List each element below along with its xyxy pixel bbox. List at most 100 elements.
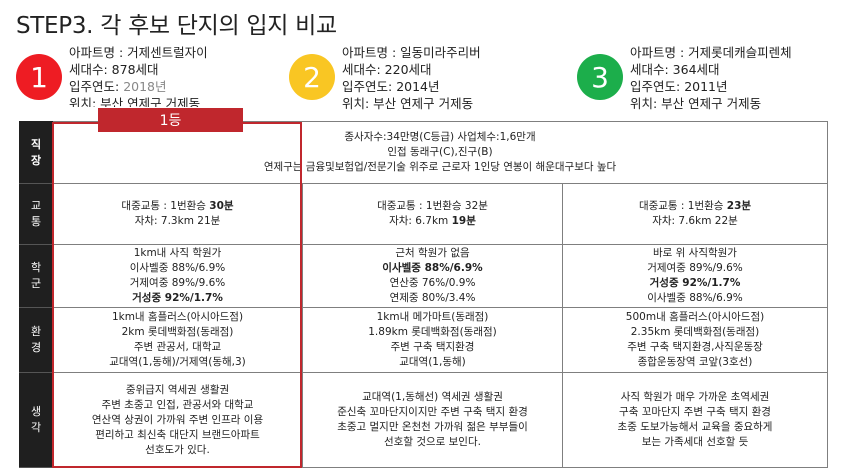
- transport-text: 자차: 7.6km 22분: [652, 215, 738, 227]
- move-in-year: 입주연도: 2018년: [69, 78, 208, 95]
- unit-count: 세대수: 364세대: [630, 62, 720, 77]
- move-in-year-label: 입주연도:: [342, 79, 393, 94]
- move-in-year-value: 2018년: [123, 79, 167, 94]
- transport-time-highlight: 19분: [451, 215, 476, 227]
- row-header-label: 환경: [30, 325, 42, 354]
- transport-car: 자차: 6.7km 19분: [307, 214, 558, 229]
- environment-line: 종합운동장역 코앞(3호선): [637, 356, 753, 368]
- environment-line: 2.35km 롯데백화점(동래점): [630, 326, 760, 338]
- apartment-name: 아파트명 : 거제롯데캐슬피렌체: [630, 45, 792, 60]
- school-line: 바로 위 사직학원가: [653, 247, 737, 259]
- thoughts-line: 사직 학원가 매우 가까운 초역세권: [620, 391, 770, 403]
- table-row-thoughts: 생각 중위급지 역세권 생활권 주변 초중고 인접, 관공서와 대학교 연산역 …: [19, 372, 829, 468]
- jobs-line-3: 연제구는 금융및보험업/전문기술 위주로 근로자 1인당 연봉이 해운대구보다 …: [263, 161, 617, 173]
- environment-cell-3: 500m내 홈플러스(아시아드점) 2.35km 롯데백화점(동래점) 주변 구…: [561, 307, 829, 373]
- transport-text: 자차: 6.7km: [389, 215, 452, 227]
- thoughts-line: 교대역(1,동해선) 역세권 생활권: [362, 391, 503, 403]
- environment-line: 교대역(1,동해): [399, 356, 466, 368]
- move-in-year-value: 2014년: [396, 79, 440, 94]
- thoughts-line: 초중 도보가능해서 교육을 중요하게: [617, 421, 773, 433]
- row-header-thoughts: 생각: [19, 372, 53, 468]
- apartment-name: 아파트명 : 일동미라주리버: [342, 45, 481, 60]
- transport-text: 자차: 7.3km 21분: [134, 215, 221, 227]
- school-line: 거성중 92%/1.7%: [649, 277, 741, 289]
- environment-line: 교대역(1,동해)/거제역(동해,3): [109, 356, 246, 368]
- environment-line: 1.89km 롯데백화점(동래점): [368, 326, 497, 338]
- move-in-year-label: 입주연도:: [630, 79, 681, 94]
- comparison-table: 직장 종사자수:34만명(C등급) 사업체수:1,6만개 인접 동래구(C),진…: [19, 121, 829, 468]
- location: 위치: 부산 연제구 거제동: [69, 96, 201, 107]
- environment-line: 2km 롯데백화점(동래점): [121, 326, 234, 338]
- environment-cell-1: 1km내 홈플러스(아시아드점) 2km 롯데백화점(동래점) 주변 관공서, …: [52, 307, 303, 373]
- transport-cell-1: 대중교통 : 1번환승 30분 자차: 7.3km 21분: [52, 183, 303, 245]
- thoughts-line: 편리하고 최신축 대단지 브랜드아파트: [95, 428, 260, 441]
- location: 위치: 부산 연제구 거제동: [342, 96, 474, 111]
- unit-count: 세대수: 220세대: [342, 62, 432, 77]
- school-cell-1: 1km내 사직 학원가 이사벨중 88%/6.9% 거제여중 89%/9.6% …: [52, 244, 303, 308]
- thoughts-cell-2: 교대역(1,동해선) 역세권 생활권 준신축 꼬마단지이지만 주변 구축 택지 …: [302, 372, 563, 468]
- school-line: 거성중 92%/1.7%: [132, 292, 223, 304]
- thoughts-line: 연산역 상권이 가까워 주변 인프라 이용: [91, 413, 264, 426]
- environment-line: 주변 구축 택지환경,사직운동장: [627, 341, 763, 353]
- row-header-label: 교통: [30, 199, 42, 228]
- transport-text: 대중교통 : 1번환승 32분: [377, 200, 488, 212]
- unit-count: 세대수: 878세대: [69, 62, 159, 77]
- thoughts-line: 준신축 꼬마단지이지만 주변 구축 택지 환경: [337, 406, 528, 418]
- thoughts-line: 구축 꼬마단지 주변 구축 택지 환경: [619, 406, 771, 418]
- move-in-year: 입주연도: 2011년: [630, 78, 792, 95]
- jobs-line-2: 인접 동래구(C),진구(B): [387, 146, 493, 158]
- transport-time-highlight: 23분: [726, 200, 752, 212]
- row-header-label: 직장: [30, 137, 42, 167]
- environment-cell-2: 1km내 메가마트(동래점) 1.89km 롯데백화점(동래점) 주변 구축 택…: [302, 307, 563, 373]
- school-line: 이사벨중 88%/6.9%: [129, 262, 226, 274]
- row-header-transport: 교통: [19, 183, 53, 245]
- move-in-year: 입주연도: 2014년: [342, 78, 481, 95]
- transport-public: 대중교통 : 1번환승 23분: [567, 199, 823, 214]
- row-header-environment: 환경: [19, 307, 53, 373]
- transport-text: 대중교통 : 1번환승: [121, 200, 210, 212]
- thoughts-line: 선호도가 있다.: [145, 443, 210, 456]
- school-cell-2: 근처 학원가 없음 이사벨중 88%/6.9% 연산중 76%/0.9% 연제중…: [302, 244, 563, 308]
- thoughts-line: 주변 초중고 인접, 관공서와 대학교: [101, 398, 254, 411]
- thoughts-line: 선호할 것으로 보인다.: [384, 436, 481, 448]
- apartment-name: 아파트명 : 거제센트럴자이: [69, 45, 208, 60]
- school-line: 거제여중 89%/9.6%: [647, 262, 743, 274]
- school-line: 근처 학원가 없음: [395, 247, 470, 259]
- candidate-info: 아파트명 : 거제센트럴자이 세대수: 878세대 입주연도: 2018년 위치…: [69, 44, 208, 107]
- move-in-year-value: 2011년: [684, 79, 728, 94]
- thoughts-line: 중위급지 역세권 생활권: [125, 383, 230, 396]
- transport-cell-2: 대중교통 : 1번환승 32분 자차: 6.7km 19분: [302, 183, 563, 245]
- candidate-info: 아파트명 : 일동미라주리버 세대수: 220세대 입주연도: 2014년 위치…: [342, 44, 481, 112]
- transport-car: 자차: 7.6km 22분: [567, 214, 823, 229]
- rank-number-badge: 1: [16, 54, 62, 100]
- school-line: 연산중 76%/0.9%: [389, 277, 476, 289]
- thoughts-cell-3: 사직 학원가 매우 가까운 초역세권 구축 꼬마단지 주변 구축 택지 환경 초…: [561, 372, 829, 468]
- school-line: 1km내 사직 학원가: [133, 247, 222, 259]
- transport-time-highlight: 30분: [209, 200, 234, 212]
- school-line: 연제중 80%/3.4%: [389, 292, 476, 304]
- environment-line: 주변 관공서, 대학교: [133, 341, 222, 353]
- rank-tag: 1등: [98, 108, 243, 132]
- transport-public: 대중교통 : 1번환승 32분: [307, 199, 558, 214]
- row-header-jobs: 직장: [19, 121, 53, 184]
- transport-text: 대중교통 : 1번환승: [638, 200, 727, 212]
- location: 위치: 부산 연제구 거제동: [630, 96, 762, 111]
- environment-line: 500m내 홈플러스(아시아드점): [625, 311, 765, 323]
- school-line: 이사벨중 88%/6.9%: [647, 292, 743, 304]
- row-header-label: 생각: [30, 405, 42, 434]
- jobs-line-1: 종사자수:34만명(C등급) 사업체수:1,6만개: [344, 131, 536, 143]
- thoughts-line: 초중고 멀지만 온천천 가까워 젊은 부부들이: [337, 421, 528, 433]
- transport-car: 자차: 7.3km 21분: [57, 214, 298, 229]
- environment-line: 1km내 홈플러스(아시아드점): [111, 311, 244, 323]
- table-row-environment: 환경 1km내 홈플러스(아시아드점) 2km 롯데백화점(동래점) 주변 관공…: [19, 307, 829, 373]
- page-title: STEP3. 각 후보 단지의 입지 비교: [16, 13, 337, 39]
- transport-cell-3: 대중교통 : 1번환승 23분 자차: 7.6km 22분: [561, 183, 829, 245]
- transport-public: 대중교통 : 1번환승 30분: [57, 199, 298, 214]
- school-line: 이사벨중 88%/6.9%: [382, 262, 483, 274]
- candidate-info: 아파트명 : 거제롯데캐슬피렌체 세대수: 364세대 입주연도: 2011년 …: [630, 44, 792, 112]
- move-in-year-label: 입주연도:: [69, 79, 120, 94]
- table-row-transport: 교통 대중교통 : 1번환승 30분 자차: 7.3km 21분 대중교통 : …: [19, 183, 829, 245]
- row-header-label: 학군: [30, 261, 42, 290]
- environment-line: 1km내 메가마트(동래점): [376, 311, 489, 323]
- table-row-school: 학군 1km내 사직 학원가 이사벨중 88%/6.9% 거제여중 89%/9.…: [19, 244, 829, 308]
